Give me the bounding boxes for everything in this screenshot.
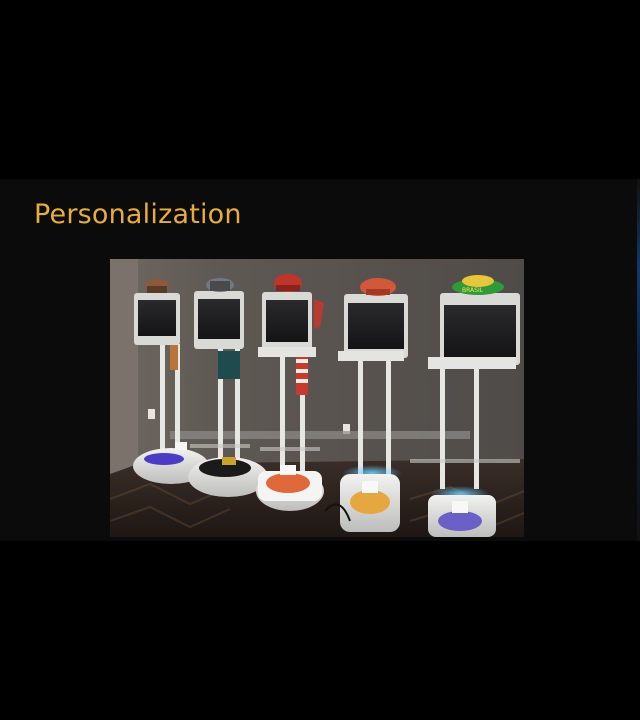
robot-2 <box>188 278 268 497</box>
charging-dock-row <box>170 431 470 439</box>
hat-text: BRASIL <box>462 287 484 294</box>
wall-corner <box>110 259 138 474</box>
robots-photo: BRASIL <box>110 259 524 537</box>
robot-1 <box>133 279 209 484</box>
robot-3 <box>256 274 324 511</box>
robot-5: BRASIL <box>410 275 520 537</box>
robots-photo-illustration: BRASIL <box>110 259 524 537</box>
slide-edge-accent <box>637 179 640 541</box>
wall-outlet <box>148 409 155 419</box>
wall-outlet <box>343 424 350 434</box>
robot-4 <box>324 278 408 532</box>
presentation-slide: Personalization <box>0 179 640 541</box>
slide-title: Personalization <box>34 199 242 230</box>
